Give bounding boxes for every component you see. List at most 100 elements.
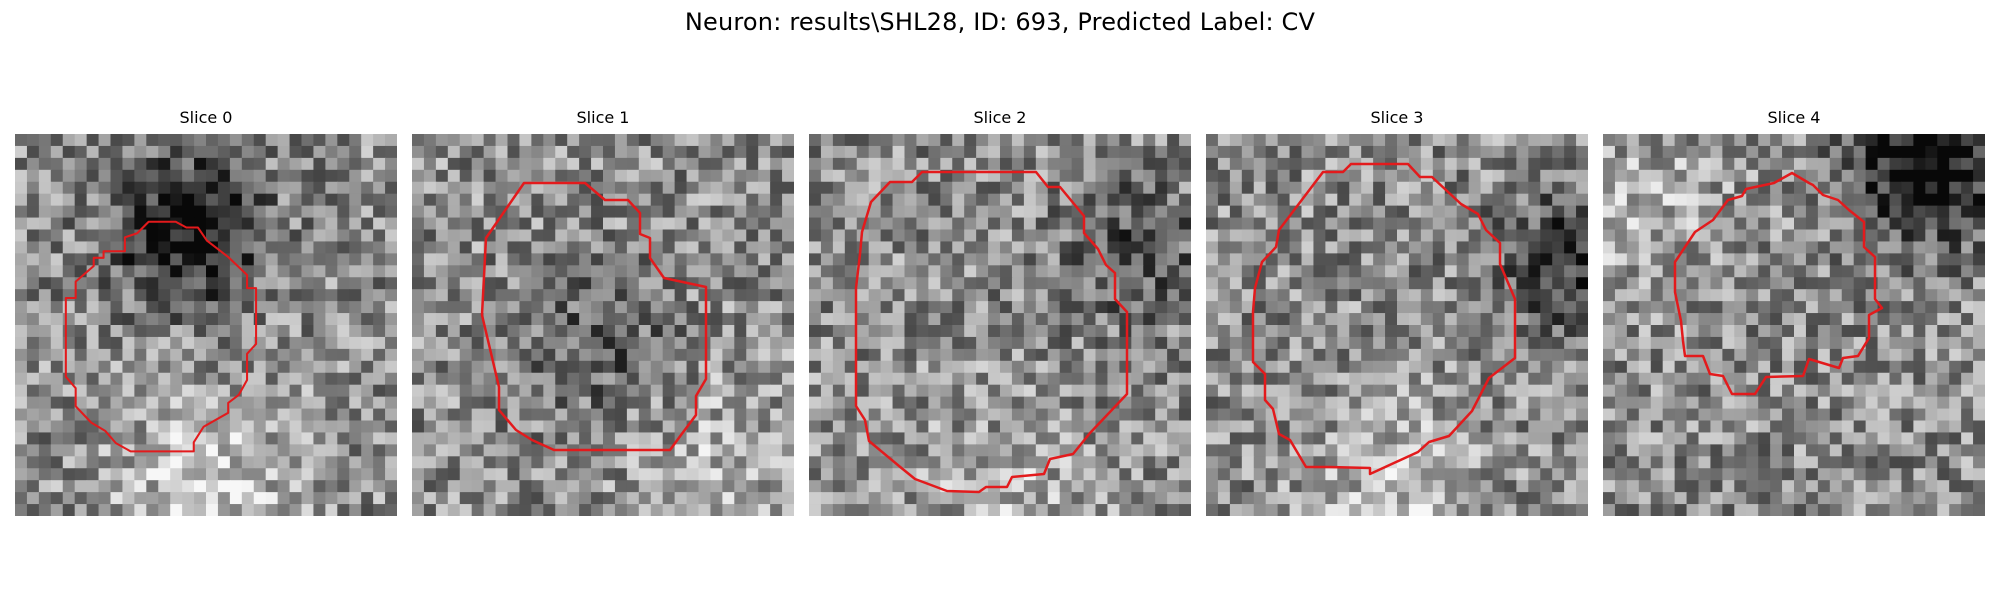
pixel-cell xyxy=(325,480,338,493)
pixel-cell xyxy=(1023,372,1037,386)
pixel-cell xyxy=(626,253,640,266)
pixel-cell xyxy=(459,444,473,457)
pixel-cell xyxy=(710,277,723,290)
pixel-cell xyxy=(1805,193,1819,207)
pixel-cell xyxy=(1480,504,1494,516)
pixel-cell xyxy=(928,492,941,505)
pixel-cell xyxy=(591,456,604,469)
pixel-cell xyxy=(1829,265,1843,278)
pixel-cell xyxy=(313,360,326,374)
pixel-cell xyxy=(710,134,723,147)
pixel-cell xyxy=(361,408,374,422)
pixel-cell xyxy=(1337,348,1350,362)
pixel-cell xyxy=(1241,384,1255,398)
pixel-cell xyxy=(1865,408,1879,422)
pixel-cell xyxy=(1179,289,1191,302)
pixel-cell xyxy=(1492,277,1506,290)
pixel-cell xyxy=(1277,277,1291,290)
pixel-cell xyxy=(1095,504,1109,516)
pixel-cell xyxy=(1444,348,1458,362)
pixel-cell xyxy=(820,205,834,219)
pixel-cell xyxy=(217,325,231,338)
pixel-cell xyxy=(194,157,207,171)
pixel-cell xyxy=(459,420,473,434)
pixel-cell xyxy=(122,253,135,266)
pixel-cell xyxy=(904,241,918,254)
pixel-cell xyxy=(1241,134,1255,147)
pixel-cell xyxy=(904,396,918,410)
pixel-cell xyxy=(1504,145,1517,159)
pixel-cell xyxy=(1265,420,1279,434)
pixel-cell xyxy=(1540,157,1553,171)
pixel-cell xyxy=(122,181,135,195)
pixel-cell xyxy=(1444,396,1458,410)
pixel-cell xyxy=(1131,157,1144,171)
pixel-cell xyxy=(1817,301,1831,314)
pixel-cell xyxy=(1925,217,1938,231)
pixel-cell xyxy=(241,169,255,183)
pixel-cell xyxy=(1794,205,1807,219)
pixel-cell xyxy=(134,217,147,231)
pixel-cell xyxy=(182,229,195,243)
pixel-cell xyxy=(277,336,291,350)
pixel-cell xyxy=(868,504,882,516)
pixel-cell xyxy=(734,420,747,434)
pixel-cell xyxy=(1805,396,1819,410)
pixel-cell xyxy=(1373,205,1386,219)
pixel-cell xyxy=(880,193,894,207)
pixel-cell xyxy=(1444,134,1458,147)
pixel-cell xyxy=(579,157,592,171)
pixel-cell xyxy=(182,432,195,445)
pixel-cell xyxy=(1071,157,1085,171)
pixel-cell xyxy=(1794,408,1807,422)
pixel-cell xyxy=(1337,193,1350,207)
pixel-cell xyxy=(1023,504,1037,516)
pixel-cell xyxy=(170,432,183,445)
pixel-cell xyxy=(1794,444,1807,457)
pixel-cell xyxy=(38,289,52,302)
pixel-cell xyxy=(1456,229,1470,243)
pixel-cell xyxy=(373,241,386,254)
pixel-cell xyxy=(1155,336,1168,350)
pixel-cell xyxy=(1564,193,1577,207)
pixel-cell xyxy=(412,432,425,445)
pixel-cell xyxy=(229,325,243,338)
pixel-cell xyxy=(1516,408,1529,422)
pixel-cell xyxy=(1576,145,1588,159)
pixel-cell xyxy=(134,134,147,147)
pixel-cell xyxy=(1614,444,1628,457)
pixel-cell xyxy=(746,468,759,481)
pixel-cell xyxy=(1107,313,1120,326)
pixel-cell xyxy=(1277,456,1291,469)
pixel-cell xyxy=(325,289,338,302)
pixel-cell xyxy=(110,325,124,338)
pixel-cell xyxy=(1313,205,1326,219)
pixel-cell xyxy=(170,492,183,505)
pixel-cell xyxy=(385,217,397,231)
pixel-cell xyxy=(988,301,1001,314)
pixel-cell xyxy=(674,384,688,398)
pixel-cell xyxy=(1397,504,1410,516)
pixel-cell xyxy=(1059,313,1073,326)
pixel-cell xyxy=(361,193,374,207)
pixel-cell xyxy=(1686,336,1700,350)
pixel-cell xyxy=(722,134,735,147)
pixel-cell xyxy=(1949,157,1962,171)
pixel-cell xyxy=(15,408,28,422)
pixel-cell xyxy=(170,193,183,207)
pixel-cell xyxy=(1552,301,1565,314)
pixel-cell xyxy=(1877,241,1891,254)
pixel-cell xyxy=(1925,372,1938,386)
pixel-cell xyxy=(1710,456,1723,469)
pixel-cell xyxy=(1540,217,1553,231)
pixel-cell xyxy=(206,253,219,266)
pixel-cell xyxy=(904,336,918,350)
pixel-cell xyxy=(832,336,846,350)
pixel-cell xyxy=(86,241,100,254)
pixel-cell xyxy=(988,325,1001,338)
pixel-cell xyxy=(62,456,76,469)
pixel-cell xyxy=(1456,217,1470,231)
pixel-cell xyxy=(1217,408,1231,422)
pixel-cell xyxy=(277,372,291,386)
pixel-cell xyxy=(194,480,207,493)
